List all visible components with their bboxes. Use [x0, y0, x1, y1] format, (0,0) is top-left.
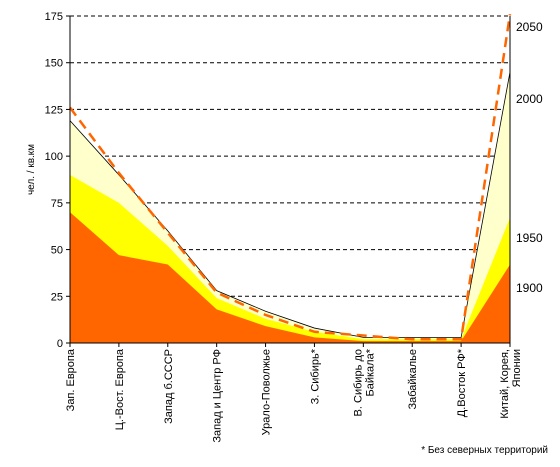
- category-label-4: Урало-Поволжье: [261, 349, 273, 435]
- category-label-0: Зап. Европа: [65, 348, 77, 411]
- y-tick-label-100: 100: [45, 151, 63, 163]
- y-tick-label-75: 75: [51, 198, 63, 210]
- area-1900: [70, 212, 510, 343]
- category-label-2: Запад б.СССР: [163, 349, 175, 424]
- y-tick-label-150: 150: [45, 58, 63, 70]
- y-tick-label-175: 175: [45, 11, 63, 23]
- y-tick-label-25: 25: [51, 291, 63, 303]
- y-axis-label: чел. / кв.км: [26, 144, 37, 195]
- category-label-8: Д.Восток РФ*: [456, 348, 468, 417]
- series-2050-line-group: [68, 13, 512, 341]
- category-label-9: Китай, Корея,Японии: [499, 349, 523, 419]
- category-label-6: В. Сибирь доБайкала*: [352, 348, 376, 416]
- series-label-2050: 2050: [516, 20, 543, 34]
- y-tick-label-125: 125: [45, 104, 63, 116]
- category-label-1: Ц.-Вост. Европа: [114, 348, 126, 430]
- line-2050: [68, 13, 512, 341]
- category-label-5: З. Сибирь*: [309, 348, 321, 404]
- area-series: [69, 71, 511, 344]
- axes: 0 25 50 75 100 125 150 175: [45, 11, 511, 350]
- category-label-3: Запад и Центр РФ: [212, 349, 224, 443]
- series-label-1950: 1950: [516, 231, 543, 245]
- series-label-1900: 1900: [516, 281, 543, 295]
- category-label-7: Забайкалье: [407, 349, 419, 410]
- y-tick-label-50: 50: [51, 245, 63, 257]
- series-label-2000: 2000: [516, 92, 543, 106]
- y-tick-label-0: 0: [57, 338, 63, 350]
- footnote: * Без северных территорий: [421, 445, 548, 456]
- labels: Зап. Европа Ц.-Вост. Европа Запад б.СССР За…: [26, 20, 548, 456]
